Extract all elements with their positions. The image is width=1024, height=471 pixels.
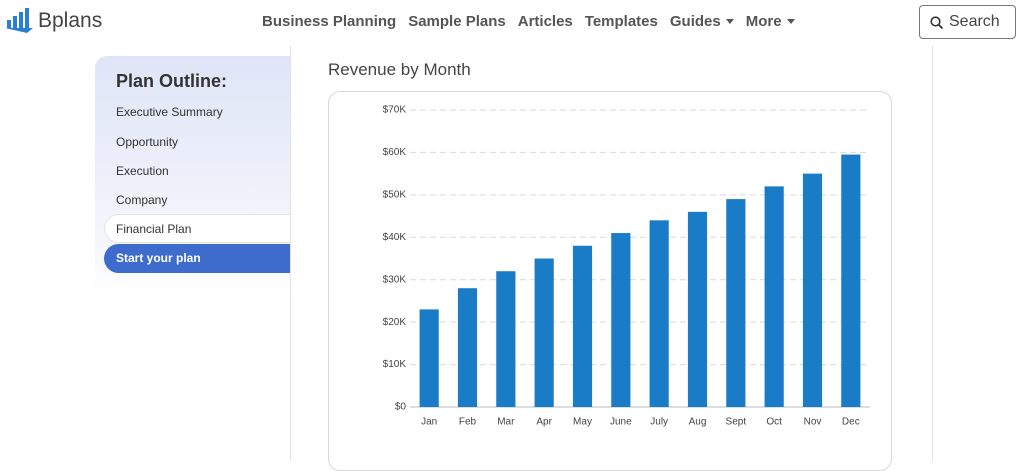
caret	[725, 19, 734, 24]
nav-item[interactable]: Sample Plans	[408, 13, 506, 30]
divider	[290, 46, 291, 461]
x-tick-label: July	[650, 417, 668, 428]
nav-item: More	[745, 13, 782, 30]
x-tick-label: Mar	[497, 417, 515, 428]
caret	[786, 19, 795, 24]
bar	[726, 199, 746, 407]
x-tick-label: Apr	[536, 417, 552, 428]
y-tick-label: $50K	[383, 189, 407, 200]
bar	[764, 186, 784, 407]
x-tick-label: Nov	[804, 417, 822, 428]
logo[interactable]: Bplans	[38, 9, 103, 32]
page: Bplans Business Planning Sample Plans Ar…	[5, 5, 1016, 471]
bar	[419, 309, 439, 407]
outline-item[interactable]: Financial Plan	[116, 222, 192, 236]
y-tick-label: $0	[395, 402, 407, 413]
nav-item[interactable]: Articles	[517, 13, 573, 30]
divider	[932, 46, 933, 461]
bar	[534, 258, 554, 407]
y-tick-label: $30K	[383, 274, 407, 285]
active-pill	[104, 214, 290, 243]
x-tick-label: Feb	[459, 417, 477, 428]
search-button[interactable]: Search	[919, 5, 1016, 39]
x-tick-label: Dec	[842, 417, 860, 428]
x-tick-label: Jan	[421, 417, 437, 428]
bar	[802, 173, 823, 407]
outline-item[interactable]: Executive Summary	[116, 105, 223, 119]
bar	[572, 245, 593, 407]
sidebar-title: Plan Outline:	[116, 71, 228, 91]
nav: Business Planning Sample Plans Articles …	[262, 13, 795, 30]
bar	[841, 154, 861, 407]
chart: $0 $10K $20K $30K $40K $50K $60K $70K Jan Feb Mar A…	[383, 105, 870, 428]
search-label: Search	[949, 13, 1000, 30]
y-tick-label: $70K	[383, 105, 407, 116]
bar	[649, 220, 669, 407]
y-tick-label: $60K	[383, 147, 407, 158]
y-tick-label: $10K	[383, 359, 407, 370]
bar	[457, 288, 478, 407]
bar	[687, 211, 708, 407]
y-tick-label: $20K	[383, 317, 407, 328]
nav-dropdown[interactable]: More	[746, 13, 795, 30]
x-tick-label: May	[573, 417, 592, 428]
bar	[496, 271, 516, 407]
nav-item: Guides	[669, 13, 721, 30]
bar	[611, 233, 631, 407]
nav-dropdown[interactable]: Guides	[670, 13, 734, 30]
x-tick-label: June	[610, 417, 632, 428]
y-tick-label: $40K	[383, 232, 407, 243]
chart-title: Revenue by Month	[328, 60, 471, 79]
x-tick-label: Sept	[726, 417, 747, 428]
outline-item[interactable]: Execution	[116, 164, 169, 178]
cta-button[interactable]: Start your plan	[104, 244, 290, 273]
outline-item[interactable]: Company	[116, 193, 168, 207]
search-icon	[930, 15, 943, 29]
logo-icon	[5, 8, 33, 33]
x-tick-label: Oct	[766, 417, 782, 428]
nav-item[interactable]: Business Planning	[262, 13, 397, 30]
x-tick-label: Aug	[689, 417, 707, 428]
nav-item[interactable]: Templates	[584, 13, 658, 30]
outline-item[interactable]: Opportunity	[116, 135, 179, 149]
